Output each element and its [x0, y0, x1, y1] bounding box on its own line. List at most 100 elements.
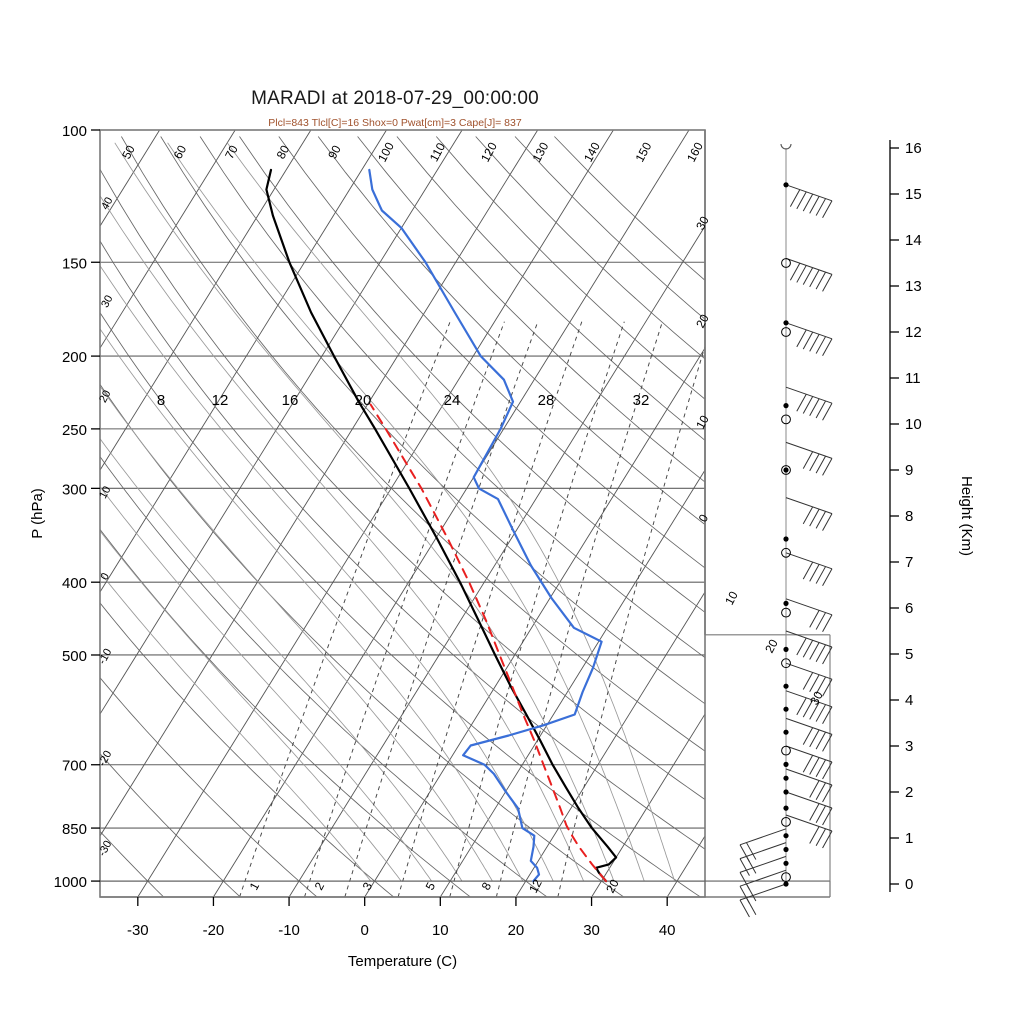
wind-barb — [785, 768, 833, 803]
isotherm-label-right: 30 — [693, 214, 712, 233]
wind-level-marker-filled — [783, 775, 789, 781]
height-tick-label: 9 — [905, 462, 913, 479]
height-tick-label: 16 — [905, 140, 922, 157]
wind-barb — [785, 257, 833, 292]
pressure-tick-label: 100 — [62, 123, 87, 140]
pressure-tick-label: 250 — [62, 422, 87, 439]
temperature-tick-label: -10 — [278, 922, 300, 939]
isotherm-label-right: 10 — [722, 589, 741, 608]
height-tick-label: 7 — [905, 554, 913, 571]
moist-adiabat-label: 28 — [538, 392, 555, 409]
wind-barb — [785, 745, 833, 780]
pressure-tick-label: 200 — [62, 349, 87, 366]
wind-barb — [785, 386, 833, 421]
wind-level-marker-filled — [783, 536, 789, 542]
pressure-tick-label: 300 — [62, 481, 87, 498]
height-tick-label: 15 — [905, 186, 922, 203]
wind-barb — [785, 630, 833, 665]
wind-barb — [785, 717, 833, 752]
dry-adiabat-label: 110 — [427, 140, 448, 164]
isotherm-label-left: -30 — [96, 839, 114, 859]
wind-barb — [785, 598, 833, 633]
wind-level-marker-open — [781, 547, 791, 558]
moist-adiabat-label: 8 — [157, 392, 165, 409]
height-axis-label: Height (Km) — [958, 476, 975, 556]
isotherm-label-left: 0 — [99, 571, 112, 582]
height-tick-label: 3 — [905, 738, 913, 755]
isotherm-label-right: 20 — [693, 312, 712, 331]
page-title: MARADI at 2018-07-29_00:00:00 — [251, 88, 539, 109]
wind-barb — [785, 690, 833, 725]
temperature-tick-label: 40 — [659, 922, 676, 939]
mixing-ratio-gridlines — [239, 321, 705, 897]
dry-adiabat-label: 50 — [119, 143, 138, 162]
temperature-tick-label: 10 — [432, 922, 449, 939]
wind-level-marker-open — [781, 607, 791, 618]
wind-barb — [739, 883, 787, 918]
wind-barb — [785, 184, 833, 219]
wind-level-marker-filled — [783, 833, 789, 839]
height-tick-label: 13 — [905, 278, 922, 295]
dry-adiabat-label: 80 — [274, 143, 293, 162]
height-tick-label: 8 — [905, 508, 913, 525]
pressure-tick-label: 1000 — [54, 874, 87, 891]
plot-frame — [91, 129, 899, 906]
moist-adiabat-label: 32 — [633, 392, 650, 409]
wind-barb — [785, 322, 833, 357]
wind-level-marker-filled — [783, 789, 789, 795]
isotherm-label-left: -10 — [96, 647, 114, 667]
dry-adiabat-label: 90 — [325, 143, 344, 162]
height-tick-label: 2 — [905, 784, 913, 801]
height-tick-label: 12 — [905, 324, 922, 341]
pressure-axis-label: P (hPa) — [29, 488, 46, 539]
isotherm-gridlines — [100, 130, 705, 897]
dry-adiabat-label: 140 — [581, 140, 603, 165]
moist-adiabat-label: 12 — [212, 392, 229, 409]
wind-barb — [785, 497, 833, 531]
wind-level-marker-filled — [783, 403, 789, 409]
pressure-tick-label: 150 — [62, 255, 87, 272]
wind-level-marker-filled — [783, 881, 789, 887]
wind-level-marker-filled — [783, 860, 789, 866]
wind-level-marker-filled — [783, 600, 789, 607]
height-tick-label: 1 — [905, 830, 913, 847]
moist-adiabat-gridlines — [100, 142, 676, 882]
temperature-axis-label: Temperature (C) — [348, 953, 457, 970]
sounding-indices-subtitle: Plcl=843 Tlcl[C]=16 Shox=0 Pwat[cm]=3 Ca… — [268, 117, 522, 129]
mixing-ratio-label: 12 — [526, 877, 545, 896]
wind-level-marker-filled — [783, 805, 789, 811]
wind-level-marker-filled — [783, 683, 789, 689]
wind-column-cap — [780, 143, 792, 150]
dry-adiabat-label: 70 — [222, 143, 241, 162]
height-tick-label: 10 — [905, 416, 922, 433]
temperature-tick-label: 20 — [508, 922, 525, 939]
sounding-profiles — [265, 168, 618, 883]
wind-level-marker-open — [781, 658, 791, 669]
wind-barb — [785, 814, 833, 849]
moist-adiabat-label: 16 — [282, 392, 299, 409]
pressure-tick-label: 700 — [62, 758, 87, 775]
pressure-tick-label: 500 — [62, 648, 87, 665]
dry-adiabat-gridlines — [100, 136, 705, 897]
temperature-tick-label: 30 — [583, 922, 600, 939]
isotherm-label-left: 30 — [99, 293, 115, 309]
wind-barb-column — [739, 143, 833, 918]
wind-barb — [785, 791, 833, 826]
wind-level-marker-open — [781, 872, 791, 882]
wind-level-marker-filled — [783, 467, 789, 473]
wind-level-marker-filled — [783, 846, 789, 853]
dry-adiabat-label: 130 — [530, 140, 552, 165]
wind-level-marker-filled — [783, 320, 789, 326]
dry-adiabat-label: 150 — [633, 140, 655, 165]
temperature-tick-label: -20 — [203, 922, 225, 939]
height-tick-label: 11 — [905, 370, 921, 387]
wind-level-marker-open — [781, 745, 791, 756]
isotherm-label-right: 10 — [693, 413, 712, 432]
pressure-tick-label: 400 — [62, 575, 87, 592]
wind-barb — [739, 855, 787, 890]
height-tick-label: 14 — [905, 232, 922, 249]
wind-level-marker-open — [781, 414, 791, 425]
